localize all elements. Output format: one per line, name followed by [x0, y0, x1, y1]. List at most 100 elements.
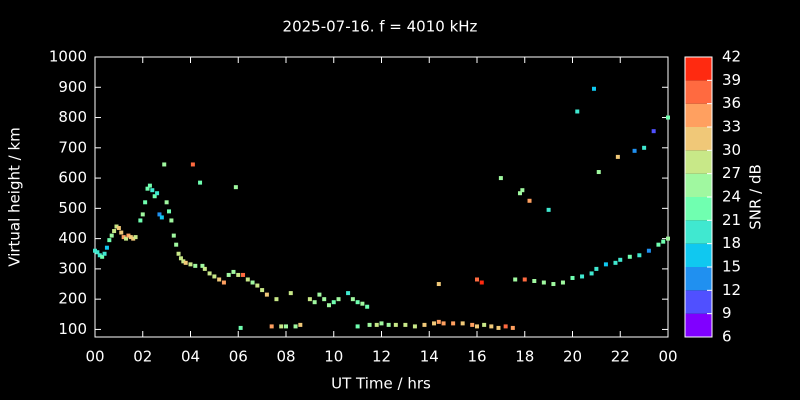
- x-tick-label: 00: [658, 348, 677, 366]
- point: [93, 248, 97, 253]
- colorbar-tick-label: 30: [722, 141, 741, 159]
- point: [326, 303, 331, 308]
- point: [200, 263, 205, 268]
- chart-title: 2025-07-16. f = 4010 kHz: [283, 18, 478, 36]
- point: [264, 292, 269, 297]
- point: [551, 282, 556, 287]
- colorbar-tick-label: 15: [722, 258, 741, 276]
- point: [212, 274, 217, 279]
- point: [322, 297, 327, 302]
- point: [150, 188, 155, 193]
- point: [104, 245, 109, 250]
- y-tick-label: 500: [58, 199, 87, 217]
- point: [546, 207, 551, 212]
- point: [520, 188, 525, 193]
- colorbar-band: [685, 290, 712, 314]
- x-tick-label: 18: [515, 348, 534, 366]
- colorbar-tick-label: 24: [722, 188, 741, 206]
- point: [580, 274, 585, 279]
- point: [140, 212, 145, 217]
- point: [250, 280, 255, 285]
- point: [666, 115, 670, 120]
- point: [642, 145, 647, 150]
- colorbar-tick-label: 18: [722, 234, 741, 252]
- x-tick-label: 02: [133, 348, 152, 366]
- point: [541, 280, 546, 285]
- point: [618, 257, 623, 262]
- x-tick-label: 08: [276, 348, 295, 366]
- point: [651, 129, 656, 134]
- point: [279, 324, 284, 329]
- point: [284, 324, 288, 329]
- plot-frame: [94, 56, 669, 338]
- colorbar-tick-label: 6: [722, 328, 732, 346]
- point: [126, 233, 131, 238]
- point: [475, 277, 479, 282]
- point: [615, 154, 620, 159]
- point: [637, 253, 642, 258]
- point: [119, 230, 124, 235]
- point: [661, 239, 666, 244]
- point: [591, 86, 596, 91]
- point: [432, 321, 437, 326]
- colorbar-band: [685, 243, 712, 267]
- point: [109, 233, 114, 238]
- point: [190, 162, 195, 167]
- colorbar-tick-label: 36: [722, 94, 741, 112]
- point: [570, 275, 575, 280]
- colorbar-band: [685, 220, 712, 244]
- colorbar-tick-label: 27: [722, 164, 741, 182]
- colorbar-tick-label: 21: [722, 211, 741, 229]
- point: [176, 251, 181, 256]
- point: [181, 259, 186, 264]
- point: [412, 324, 417, 329]
- point: [124, 236, 129, 241]
- point: [107, 238, 112, 243]
- point: [355, 300, 360, 305]
- point: [589, 271, 594, 276]
- colorbar-band: [685, 127, 712, 151]
- x-tick-label: 20: [563, 348, 582, 366]
- point: [183, 260, 188, 265]
- point: [489, 324, 494, 329]
- point: [169, 218, 174, 223]
- point: [298, 322, 303, 327]
- point: [350, 297, 355, 302]
- point: [102, 251, 107, 256]
- point: [231, 269, 236, 274]
- point: [596, 170, 601, 175]
- y-tick-label: 700: [58, 138, 87, 156]
- point: [594, 266, 599, 271]
- point: [498, 176, 503, 181]
- x-tick-label: 12: [372, 348, 391, 366]
- point: [255, 283, 260, 288]
- x-tick-label: 14: [420, 348, 439, 366]
- point: [241, 272, 246, 277]
- point: [436, 282, 441, 287]
- point: [346, 291, 351, 296]
- point: [374, 322, 379, 327]
- point: [560, 280, 565, 285]
- point: [575, 109, 580, 114]
- point: [331, 300, 336, 305]
- colorbar-tick-label: 39: [722, 71, 741, 89]
- point: [355, 324, 360, 329]
- point: [143, 200, 148, 205]
- point: [245, 277, 250, 282]
- y-tick-label: 1000: [49, 48, 87, 66]
- point: [159, 215, 164, 220]
- point: [198, 180, 203, 185]
- point: [157, 212, 162, 217]
- point: [97, 253, 102, 258]
- point: [475, 324, 479, 329]
- point: [532, 279, 537, 283]
- point: [293, 324, 298, 329]
- point: [513, 277, 518, 282]
- point: [236, 272, 241, 277]
- point: [386, 322, 391, 327]
- colorbar-band: [685, 80, 712, 104]
- point: [441, 321, 446, 326]
- y-axis-label: Virtual height / km: [6, 127, 24, 266]
- point: [178, 256, 183, 261]
- point: [632, 148, 637, 153]
